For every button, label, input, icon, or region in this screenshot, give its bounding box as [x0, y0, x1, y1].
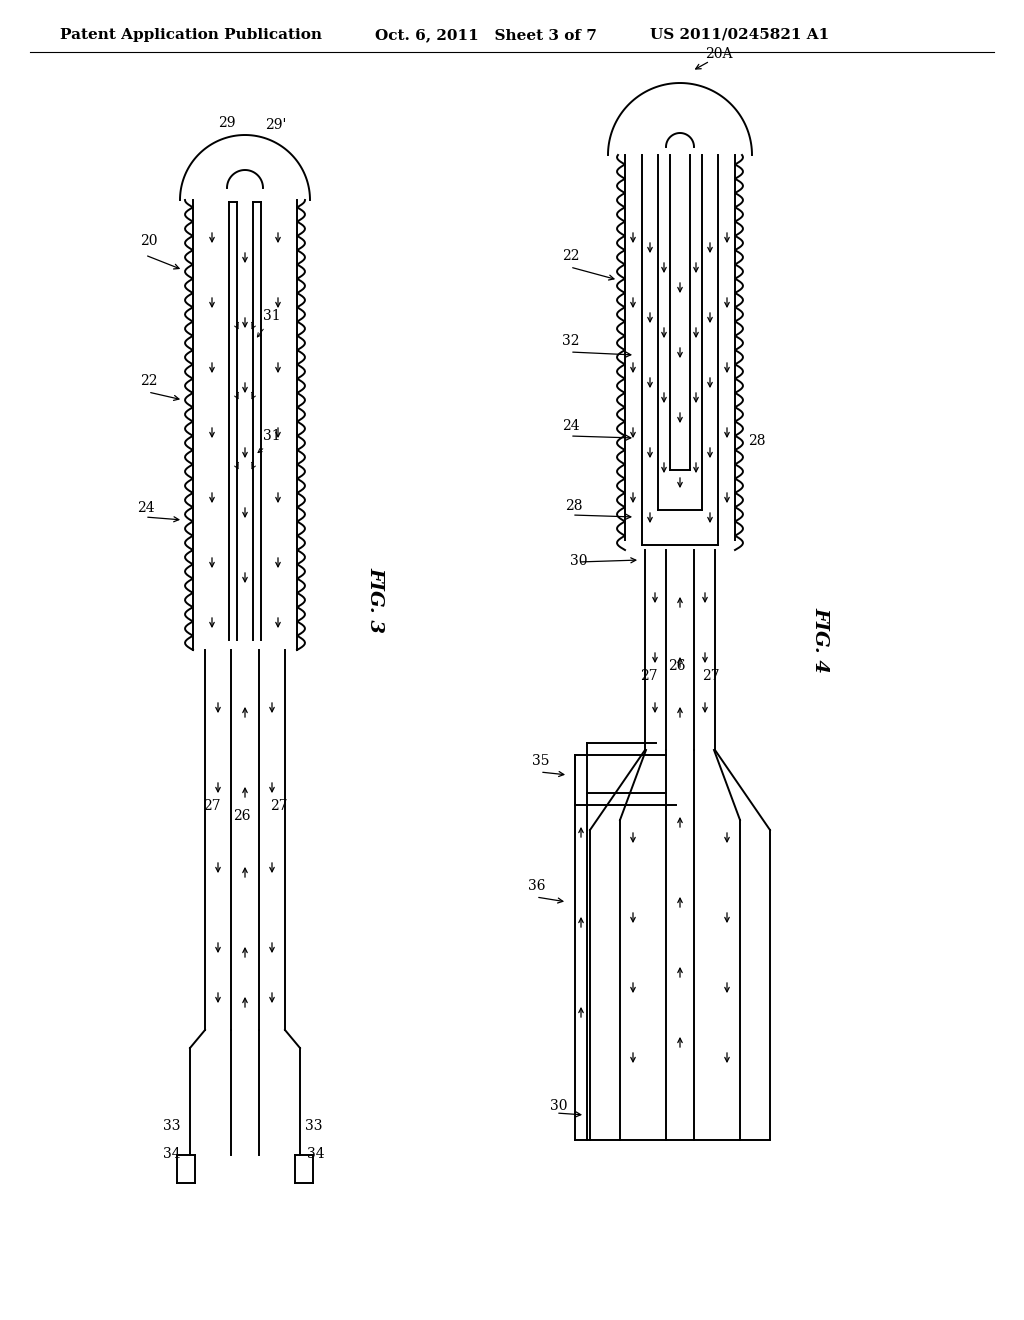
Text: US 2011/0245821 A1: US 2011/0245821 A1 — [650, 28, 829, 42]
Text: 35: 35 — [532, 754, 550, 768]
Text: Oct. 6, 2011   Sheet 3 of 7: Oct. 6, 2011 Sheet 3 of 7 — [375, 28, 597, 42]
Text: 27: 27 — [702, 669, 720, 682]
Text: 34: 34 — [163, 1147, 180, 1162]
Text: Patent Application Publication: Patent Application Publication — [60, 28, 322, 42]
Text: 33: 33 — [305, 1119, 323, 1133]
Text: 26: 26 — [233, 809, 251, 822]
Text: 32: 32 — [562, 334, 580, 348]
Text: 27: 27 — [203, 799, 220, 813]
Text: 20: 20 — [140, 234, 158, 248]
Text: 28: 28 — [565, 499, 583, 513]
Text: 27: 27 — [270, 799, 288, 813]
Text: FIG. 3: FIG. 3 — [366, 568, 384, 634]
Text: 33: 33 — [163, 1119, 180, 1133]
Text: 24: 24 — [562, 418, 580, 433]
Text: 30: 30 — [570, 554, 588, 568]
Text: 31: 31 — [263, 309, 281, 323]
Text: 36: 36 — [528, 879, 546, 894]
Text: 22: 22 — [140, 374, 158, 388]
Text: FIG. 4: FIG. 4 — [811, 607, 829, 673]
Text: 31: 31 — [263, 429, 281, 444]
Text: 30: 30 — [550, 1100, 567, 1113]
Text: 34: 34 — [307, 1147, 325, 1162]
Text: 29: 29 — [218, 116, 236, 129]
Text: 20A: 20A — [705, 48, 732, 61]
Text: 27: 27 — [640, 669, 657, 682]
Text: 26: 26 — [668, 659, 685, 673]
Text: 24: 24 — [137, 502, 155, 515]
Text: 29': 29' — [265, 117, 287, 132]
Text: 28: 28 — [748, 434, 766, 447]
Text: 22: 22 — [562, 249, 580, 263]
